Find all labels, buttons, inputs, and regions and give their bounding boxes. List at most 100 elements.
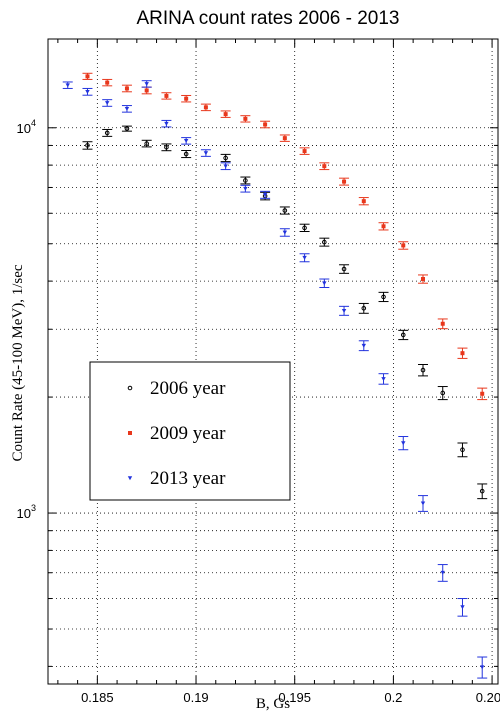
data-point	[457, 598, 468, 617]
chart-title: ARINA count rates 2006 - 2013	[137, 8, 400, 29]
data-point	[398, 436, 409, 451]
marker	[243, 178, 248, 183]
data-point	[398, 241, 409, 250]
legend-marker	[127, 385, 133, 391]
marker	[164, 144, 169, 150]
data-point	[240, 176, 251, 185]
legend: 2006 year 2009 year 2013 year	[89, 361, 291, 501]
data-point	[102, 128, 113, 137]
data-point	[260, 120, 271, 129]
data-point	[141, 139, 152, 148]
x-axis-label: B, Gs	[256, 696, 290, 712]
marker	[263, 122, 268, 127]
marker	[65, 83, 70, 88]
data-point	[181, 94, 192, 103]
data-point	[260, 190, 271, 199]
series-2	[62, 80, 488, 679]
data-point	[279, 206, 290, 215]
marker	[440, 570, 445, 575]
marker	[184, 96, 189, 101]
marker	[440, 321, 445, 326]
marker	[420, 367, 426, 373]
marker	[262, 192, 268, 197]
data-point	[121, 84, 132, 93]
marker	[440, 390, 446, 396]
x-tick-label: 0.2	[384, 690, 402, 705]
marker	[322, 164, 327, 169]
data-point	[339, 177, 350, 186]
marker	[479, 488, 485, 494]
data-point	[200, 103, 211, 112]
data-point	[161, 92, 172, 100]
marker	[105, 80, 110, 85]
marker	[85, 89, 90, 94]
data-point	[418, 495, 428, 512]
marker	[341, 308, 347, 313]
marker	[480, 665, 485, 670]
marker	[460, 351, 465, 356]
data-point	[299, 147, 310, 155]
marker	[104, 130, 110, 136]
marker	[124, 86, 129, 91]
marker	[223, 112, 228, 117]
data-point	[477, 483, 488, 500]
data-point	[319, 162, 330, 171]
data-point	[200, 149, 211, 157]
data-point	[161, 119, 172, 128]
marker	[164, 93, 169, 98]
data-point	[437, 564, 448, 582]
data-point	[378, 291, 389, 303]
data-point	[102, 99, 113, 107]
marker	[361, 343, 366, 348]
data-point	[378, 373, 389, 385]
marker	[381, 294, 386, 300]
marker	[302, 225, 307, 231]
marker	[282, 230, 288, 235]
data-point	[141, 86, 152, 95]
data-point	[161, 143, 172, 152]
data-point	[378, 222, 389, 231]
data-point	[279, 134, 290, 142]
marker	[144, 141, 149, 146]
marker	[282, 208, 288, 213]
marker	[124, 126, 130, 131]
legend-label: 2013 year	[150, 468, 226, 489]
data-point	[121, 125, 132, 132]
data-point	[457, 347, 468, 359]
marker	[124, 107, 130, 112]
legend-box	[89, 361, 291, 501]
marker	[144, 88, 149, 93]
data-point	[358, 197, 369, 206]
marker	[282, 136, 287, 141]
marker	[302, 149, 307, 154]
data-point	[358, 340, 369, 352]
marker	[183, 151, 189, 157]
data-point	[220, 153, 231, 163]
marker	[480, 391, 485, 396]
marker	[342, 179, 347, 184]
x-tick-label: 0.185	[81, 690, 114, 705]
marker	[85, 74, 90, 79]
data-point	[240, 115, 251, 123]
data-point	[418, 274, 428, 284]
marker	[381, 224, 386, 229]
data-point	[477, 387, 488, 401]
marker	[420, 501, 426, 506]
legend-marker	[127, 476, 133, 481]
data-point	[181, 150, 192, 159]
marker	[361, 305, 367, 311]
marker	[203, 105, 208, 110]
data-point	[141, 80, 152, 88]
data-point	[121, 105, 132, 113]
marker	[164, 121, 169, 126]
data-point	[339, 264, 350, 274]
legend-marker	[128, 431, 132, 435]
data-point	[339, 305, 350, 316]
marker	[105, 101, 110, 106]
data-point	[418, 363, 428, 377]
marker	[322, 239, 327, 245]
marker	[460, 447, 465, 453]
data-point	[102, 78, 113, 87]
legend-label: 2006 year	[150, 378, 226, 399]
data-point	[437, 318, 448, 330]
